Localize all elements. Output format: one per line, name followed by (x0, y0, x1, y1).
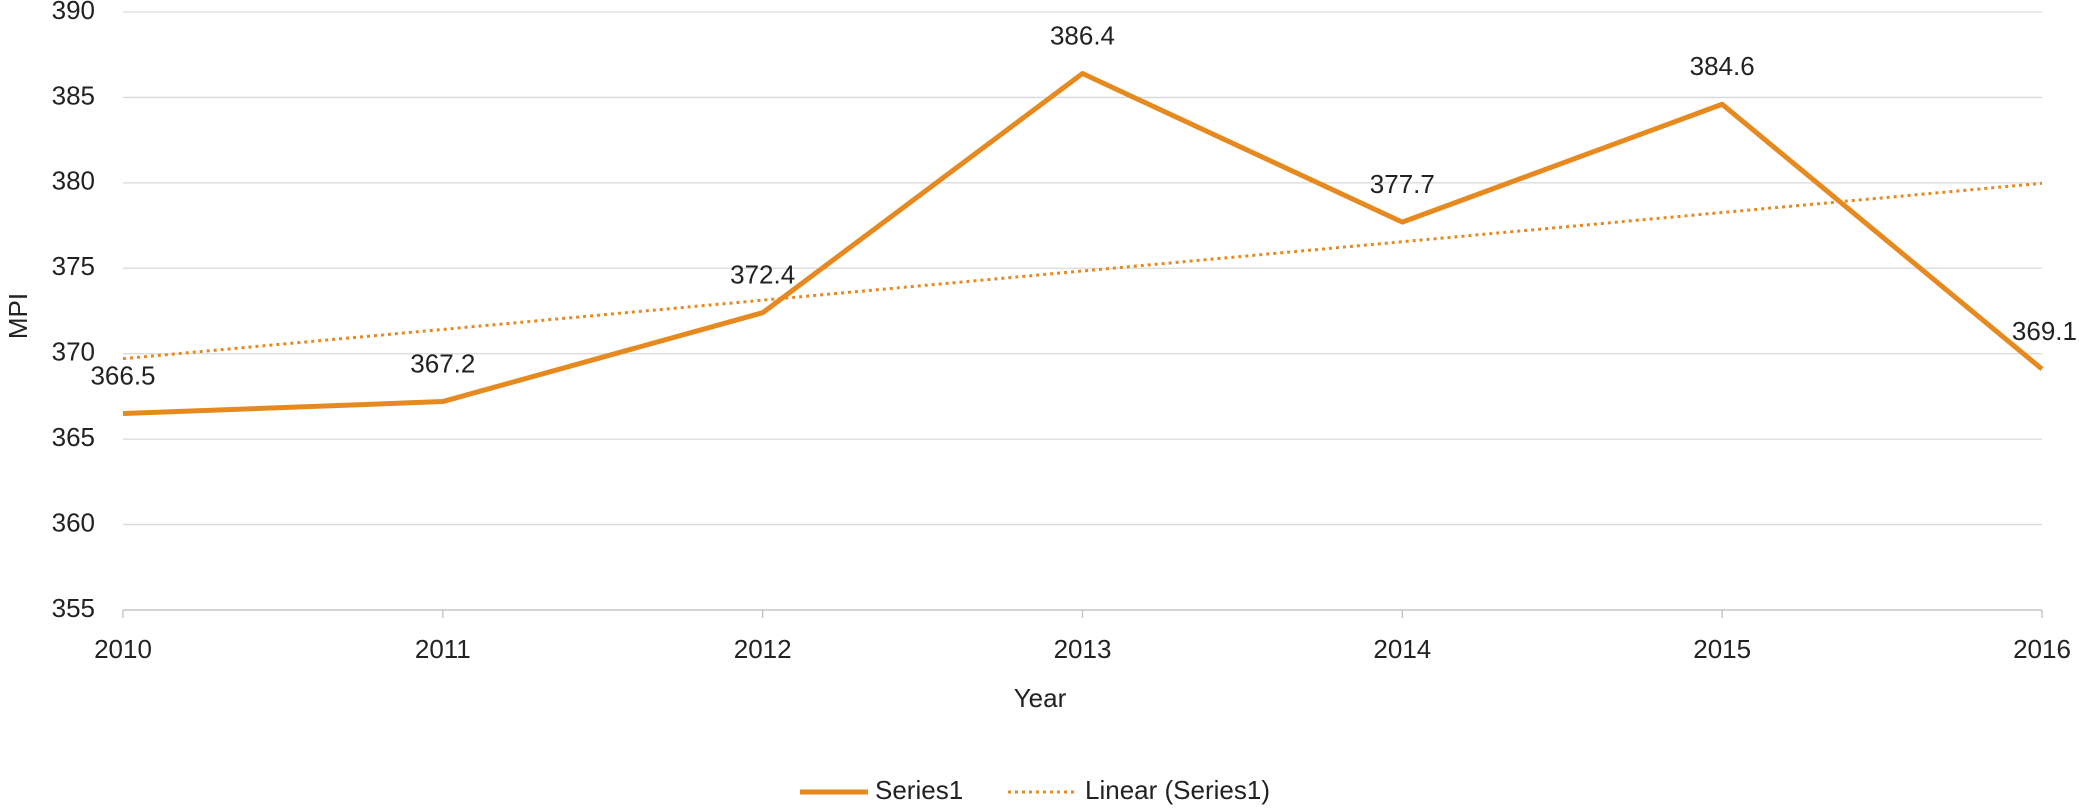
series-line (122, 71, 2044, 417)
y-axis-title: MPI (3, 293, 33, 339)
x-axis-title: Year (1014, 683, 1067, 713)
x-tick-label: 2013 (1054, 634, 1112, 664)
x-tick-label: 2011 (415, 634, 471, 664)
y-tick-label: 370 (52, 337, 95, 367)
data-label: 386.4 (1050, 20, 1115, 50)
data-label: 367.2 (410, 348, 475, 378)
data-label: 372.4 (730, 260, 795, 290)
y-tick-label: 375 (52, 251, 95, 281)
y-tick-label: 390 (52, 0, 95, 25)
x-tick-label: 2016 (2013, 634, 2071, 664)
y-tick-label: 380 (52, 166, 95, 196)
legend-label: Series1 (875, 775, 963, 805)
data-label: 366.5 (90, 360, 155, 390)
legend-label: Linear (Series1) (1085, 775, 1270, 805)
data-label: 377.7 (1370, 169, 1435, 199)
y-tick-label: 365 (52, 422, 95, 452)
y-tick-label: 385 (52, 80, 95, 110)
y-tick-label: 355 (52, 593, 95, 623)
x-tick-label: 2014 (1373, 634, 1431, 664)
trendline (122, 181, 2043, 361)
data-label: 384.6 (1690, 51, 1755, 81)
data-label: 369.1 (2012, 316, 2077, 346)
x-tick-label: 2010 (94, 634, 152, 664)
x-tick-label: 2012 (734, 634, 792, 664)
x-tick-label: 2015 (1693, 634, 1751, 664)
y-tick-label: 360 (52, 507, 95, 537)
